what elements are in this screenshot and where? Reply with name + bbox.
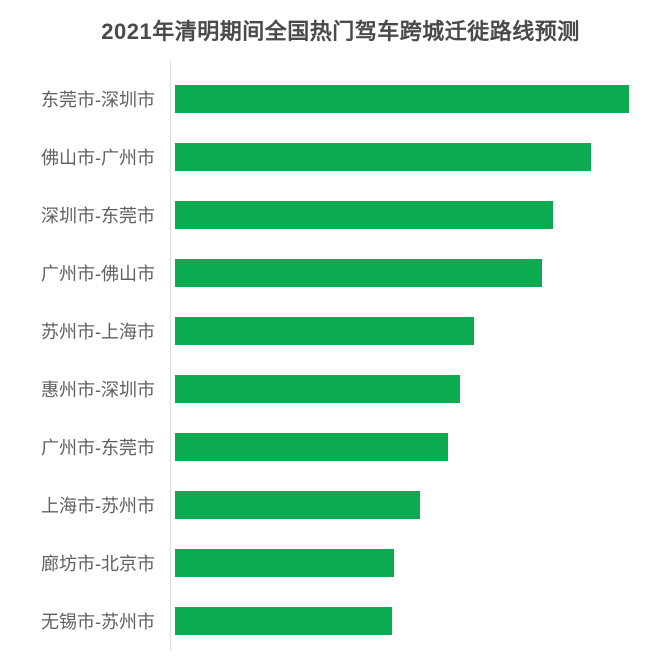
plot-area: 东莞市-深圳市 佛山市-广州市 深圳市-东莞市 广州市-佛山市 苏州市-上海市 惠州市-深…	[0, 61, 646, 650]
chart-row: 廊坊市-北京市	[0, 534, 646, 592]
chart-row: 广州市-东莞市	[0, 418, 646, 476]
chart-row: 深圳市-东莞市	[0, 186, 646, 244]
bar-track	[175, 433, 646, 461]
bar-rows: 东莞市-深圳市 佛山市-广州市 深圳市-东莞市 广州市-佛山市 苏州市-上海市 惠州市-深…	[0, 70, 646, 650]
chart-row: 上海市-苏州市	[0, 476, 646, 534]
bar-track	[175, 607, 646, 635]
chart-row: 东莞市-深圳市	[0, 70, 646, 128]
y-axis-line	[170, 61, 171, 650]
bar	[175, 375, 460, 403]
bar-track	[175, 85, 646, 113]
bar	[175, 549, 394, 577]
bar-track	[175, 259, 646, 287]
chart-row: 广州市-佛山市	[0, 244, 646, 302]
chart-title: 2021年清明期间全国热门驾车跨城迁徙路线预测	[101, 19, 580, 44]
category-label: 苏州市-上海市	[41, 322, 155, 342]
bar-track	[175, 143, 646, 171]
category-label: 广州市-东莞市	[41, 438, 155, 458]
chart-row: 无锡市-苏州市	[0, 592, 646, 650]
bar	[175, 201, 553, 229]
bar-track	[175, 317, 646, 345]
category-label: 廊坊市-北京市	[41, 554, 155, 574]
category-label: 佛山市-广州市	[41, 148, 155, 168]
chart-row: 苏州市-上海市	[0, 302, 646, 360]
bar	[175, 85, 629, 113]
category-label: 上海市-苏州市	[41, 496, 155, 516]
bar	[175, 317, 474, 345]
bar	[175, 607, 392, 635]
bar-track	[175, 375, 646, 403]
category-label: 深圳市-东莞市	[41, 206, 155, 226]
category-label: 东莞市-深圳市	[41, 90, 155, 110]
chart-row: 惠州市-深圳市	[0, 360, 646, 418]
bar-track	[175, 201, 646, 229]
bar	[175, 491, 420, 519]
bar	[175, 259, 542, 287]
category-label: 无锡市-苏州市	[41, 612, 155, 632]
chart-row: 佛山市-广州市	[0, 128, 646, 186]
bar-track	[175, 491, 646, 519]
category-label: 广州市-佛山市	[41, 264, 155, 284]
category-label: 惠州市-深圳市	[41, 380, 155, 400]
bar-track	[175, 549, 646, 577]
bar	[175, 433, 448, 461]
bar	[175, 143, 591, 171]
